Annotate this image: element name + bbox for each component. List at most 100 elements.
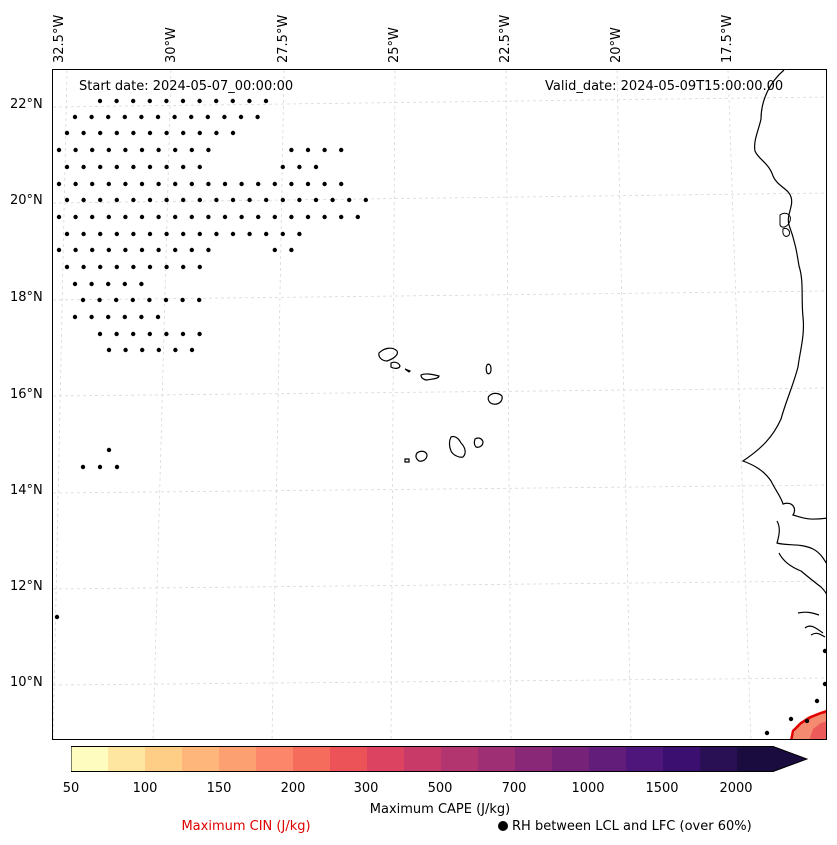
rh-dot <box>73 181 78 187</box>
rh-dot <box>73 247 78 253</box>
rh-dot <box>164 197 169 203</box>
rh-dot <box>56 247 62 253</box>
rh-dot <box>81 197 86 203</box>
rh-dot <box>147 197 153 203</box>
rh-dot <box>206 147 211 153</box>
rh-dot <box>205 114 210 120</box>
rh-dot <box>122 281 128 287</box>
cb-tick-700: 700 <box>501 781 527 796</box>
rh-dot <box>98 264 103 270</box>
rh-dot <box>305 214 311 220</box>
rh-dot <box>181 164 186 170</box>
map-panel[interactable]: Start date: 2024-05-07_00:00:00 Valid_da… <box>52 69 827 740</box>
rh-dot <box>173 247 178 253</box>
rh-dot <box>156 147 161 153</box>
rh-dot <box>114 264 120 270</box>
rh-dot <box>804 718 810 724</box>
lon-label-22-5w: 22.5°W <box>498 14 513 63</box>
rh-dot <box>97 297 102 303</box>
rh-dot <box>72 281 78 287</box>
rh-dot <box>206 247 211 253</box>
colorbar-segment <box>145 746 182 772</box>
rh-dot <box>264 197 269 203</box>
rh-dot <box>280 197 285 203</box>
rh-dot <box>90 214 95 220</box>
rh-dot <box>272 247 277 253</box>
rh-dot <box>339 181 344 187</box>
rh-dot <box>131 264 136 270</box>
rh-dot <box>214 197 219 203</box>
rh-dot <box>189 347 195 353</box>
colorbar-segment <box>626 746 663 772</box>
colorbar-extend-arrow <box>737 746 807 772</box>
rh-dot <box>147 98 152 104</box>
bijagos-islands <box>779 212 791 237</box>
rh-dot <box>106 347 112 353</box>
rh-dot <box>197 164 202 170</box>
rh-dot <box>788 716 794 722</box>
rh-dot <box>363 197 368 203</box>
guinea-coast <box>797 611 826 638</box>
rh-dot <box>197 264 202 270</box>
rh-dot <box>139 114 144 120</box>
rh-dot <box>139 247 145 253</box>
cape-verde-islands <box>378 347 503 463</box>
rh-dot <box>106 114 111 120</box>
rh-dot <box>147 164 153 170</box>
rh-dot <box>355 214 360 220</box>
cb-tick-2000: 2000 <box>719 781 753 796</box>
rh-dot <box>139 314 144 320</box>
rh-dot <box>147 130 153 136</box>
rh-dot <box>147 331 152 337</box>
rh-dot <box>73 147 78 153</box>
rh-dot <box>131 164 136 170</box>
rh-dot <box>297 231 302 237</box>
rh-dot <box>173 181 178 187</box>
cb-tick-500: 500 <box>427 781 453 796</box>
rh-dot <box>197 197 202 203</box>
rh-dot <box>139 181 145 187</box>
rh-dot <box>305 181 311 187</box>
rh-dot <box>97 464 103 470</box>
rh-dot <box>280 164 285 170</box>
rh-dot <box>214 130 219 136</box>
rh-dot <box>131 130 136 136</box>
rh-dot <box>114 98 119 104</box>
rh-dot <box>131 197 136 203</box>
rh-dot <box>272 181 277 187</box>
rh-dot <box>814 698 820 704</box>
rh-dot <box>230 130 236 136</box>
rh-dot <box>64 130 70 136</box>
rh-dot <box>222 214 228 220</box>
rh-dot <box>80 297 86 303</box>
rh-dot <box>180 331 186 337</box>
colorbar-segment <box>330 746 367 772</box>
rh-dot <box>130 297 135 303</box>
rh-dot <box>98 164 103 170</box>
rh-dot <box>106 247 112 253</box>
rh-dot <box>97 331 103 337</box>
rh-dot <box>189 147 194 153</box>
lon-label-30w: 30°W <box>164 27 179 63</box>
colorbar-segment <box>441 746 478 772</box>
rh-dot <box>189 114 194 120</box>
rh-dot <box>173 347 178 353</box>
rh-dot <box>247 231 252 237</box>
rh-dot <box>197 331 202 337</box>
rh-dot <box>289 147 294 153</box>
lon-label-32-5w: 32.5°W <box>52 14 67 63</box>
lat-label-22n: 22°N <box>10 97 43 112</box>
lat-label-14n: 14°N <box>10 483 43 498</box>
rh-dot <box>189 181 194 187</box>
rh-dot <box>180 98 186 104</box>
cape-colorbar <box>71 746 808 772</box>
rh-dot <box>139 214 145 220</box>
rh-dot <box>98 231 103 237</box>
rh-dot <box>106 214 112 220</box>
valid-date: Valid_date: 2024-05-09T15:00:00.00 <box>545 79 784 94</box>
rh-dot <box>339 147 344 153</box>
rh-dot <box>80 464 86 470</box>
rh-dot <box>131 331 136 337</box>
rh-dot <box>181 197 186 203</box>
start-date: Start date: 2024-05-07_00:00:00 <box>79 79 294 94</box>
